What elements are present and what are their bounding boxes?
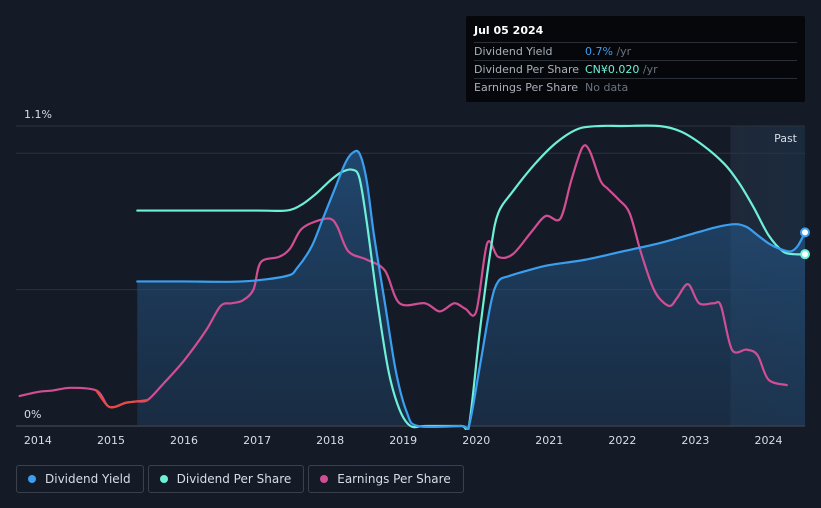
tooltip-value: CN¥0.020 [585,63,640,76]
series-line-eps-negative-growth [95,389,149,409]
tooltip-value: 0.7% [585,45,613,58]
axes: 1.1% 0% 2014 2015 2016 2017 2018 2019 2020 2021 20… [24,108,783,447]
x-tick-label: 2021 [535,434,563,447]
tooltip-row-dividend-per-share: Dividend Per Share CN¥0.020 /yr [474,60,797,78]
legend-label: Dividend Yield [45,472,131,486]
legend-dot-icon [320,475,329,483]
legend-dot-icon [28,475,36,483]
series-area-dividend-yield [137,150,805,430]
tooltip-date: Jul 05 2024 [474,24,544,37]
legend-label: Dividend Per Share [176,472,292,486]
x-tick-label: 2020 [462,434,490,447]
x-tick-label: 2024 [754,434,782,447]
series-line-dividend-yield [136,149,805,430]
series-layer [18,124,805,430]
y-tick-label: 1.1% [24,108,52,121]
x-tick-label: 2015 [97,434,125,447]
end-markers [800,227,810,260]
tooltip-value: No data [585,81,629,94]
y-tick-label: 0% [24,408,41,421]
legend-item-dividend-per-share[interactable]: Dividend Per Share [147,465,305,493]
x-tick-label: 2022 [608,434,636,447]
x-tick-label: 2019 [389,434,417,447]
end-marker-dividend-per-share [800,249,810,260]
legend-item-earnings-per-share[interactable]: Earnings Per Share [308,465,464,493]
tooltip-unit: /yr [612,45,632,58]
past-label: Past [774,132,798,145]
legend: Dividend Yield Dividend Per Share Earnin… [16,465,464,493]
legend-label: Earnings Per Share [337,472,451,486]
tooltip: Jul 05 2024 Dividend Yield 0.7% /yr Divi… [466,16,805,102]
x-tick-label: 2018 [316,434,344,447]
end-marker-dividend-yield [800,227,810,238]
x-tick-label: 2017 [243,434,271,447]
x-tick-label: 2016 [170,434,198,447]
x-tick-label: 2023 [681,434,709,447]
series-line-earnings-per-share [18,144,788,409]
legend-item-dividend-yield[interactable]: Dividend Yield [16,465,144,493]
tooltip-label: Dividend Yield [474,45,553,58]
series-line-dividend-per-share [136,124,805,430]
legend-dot-icon [159,475,168,483]
tooltip-unit: /yr [639,63,658,76]
tooltip-label: Dividend Per Share [474,63,580,76]
tooltip-row-earnings-per-share: Earnings Per Share No data [474,78,797,96]
tooltip-row-dividend-yield: Dividend Yield 0.7% /yr [474,42,797,60]
x-tick-label: 2014 [24,434,52,447]
tooltip-label: Earnings Per Share [474,81,579,94]
